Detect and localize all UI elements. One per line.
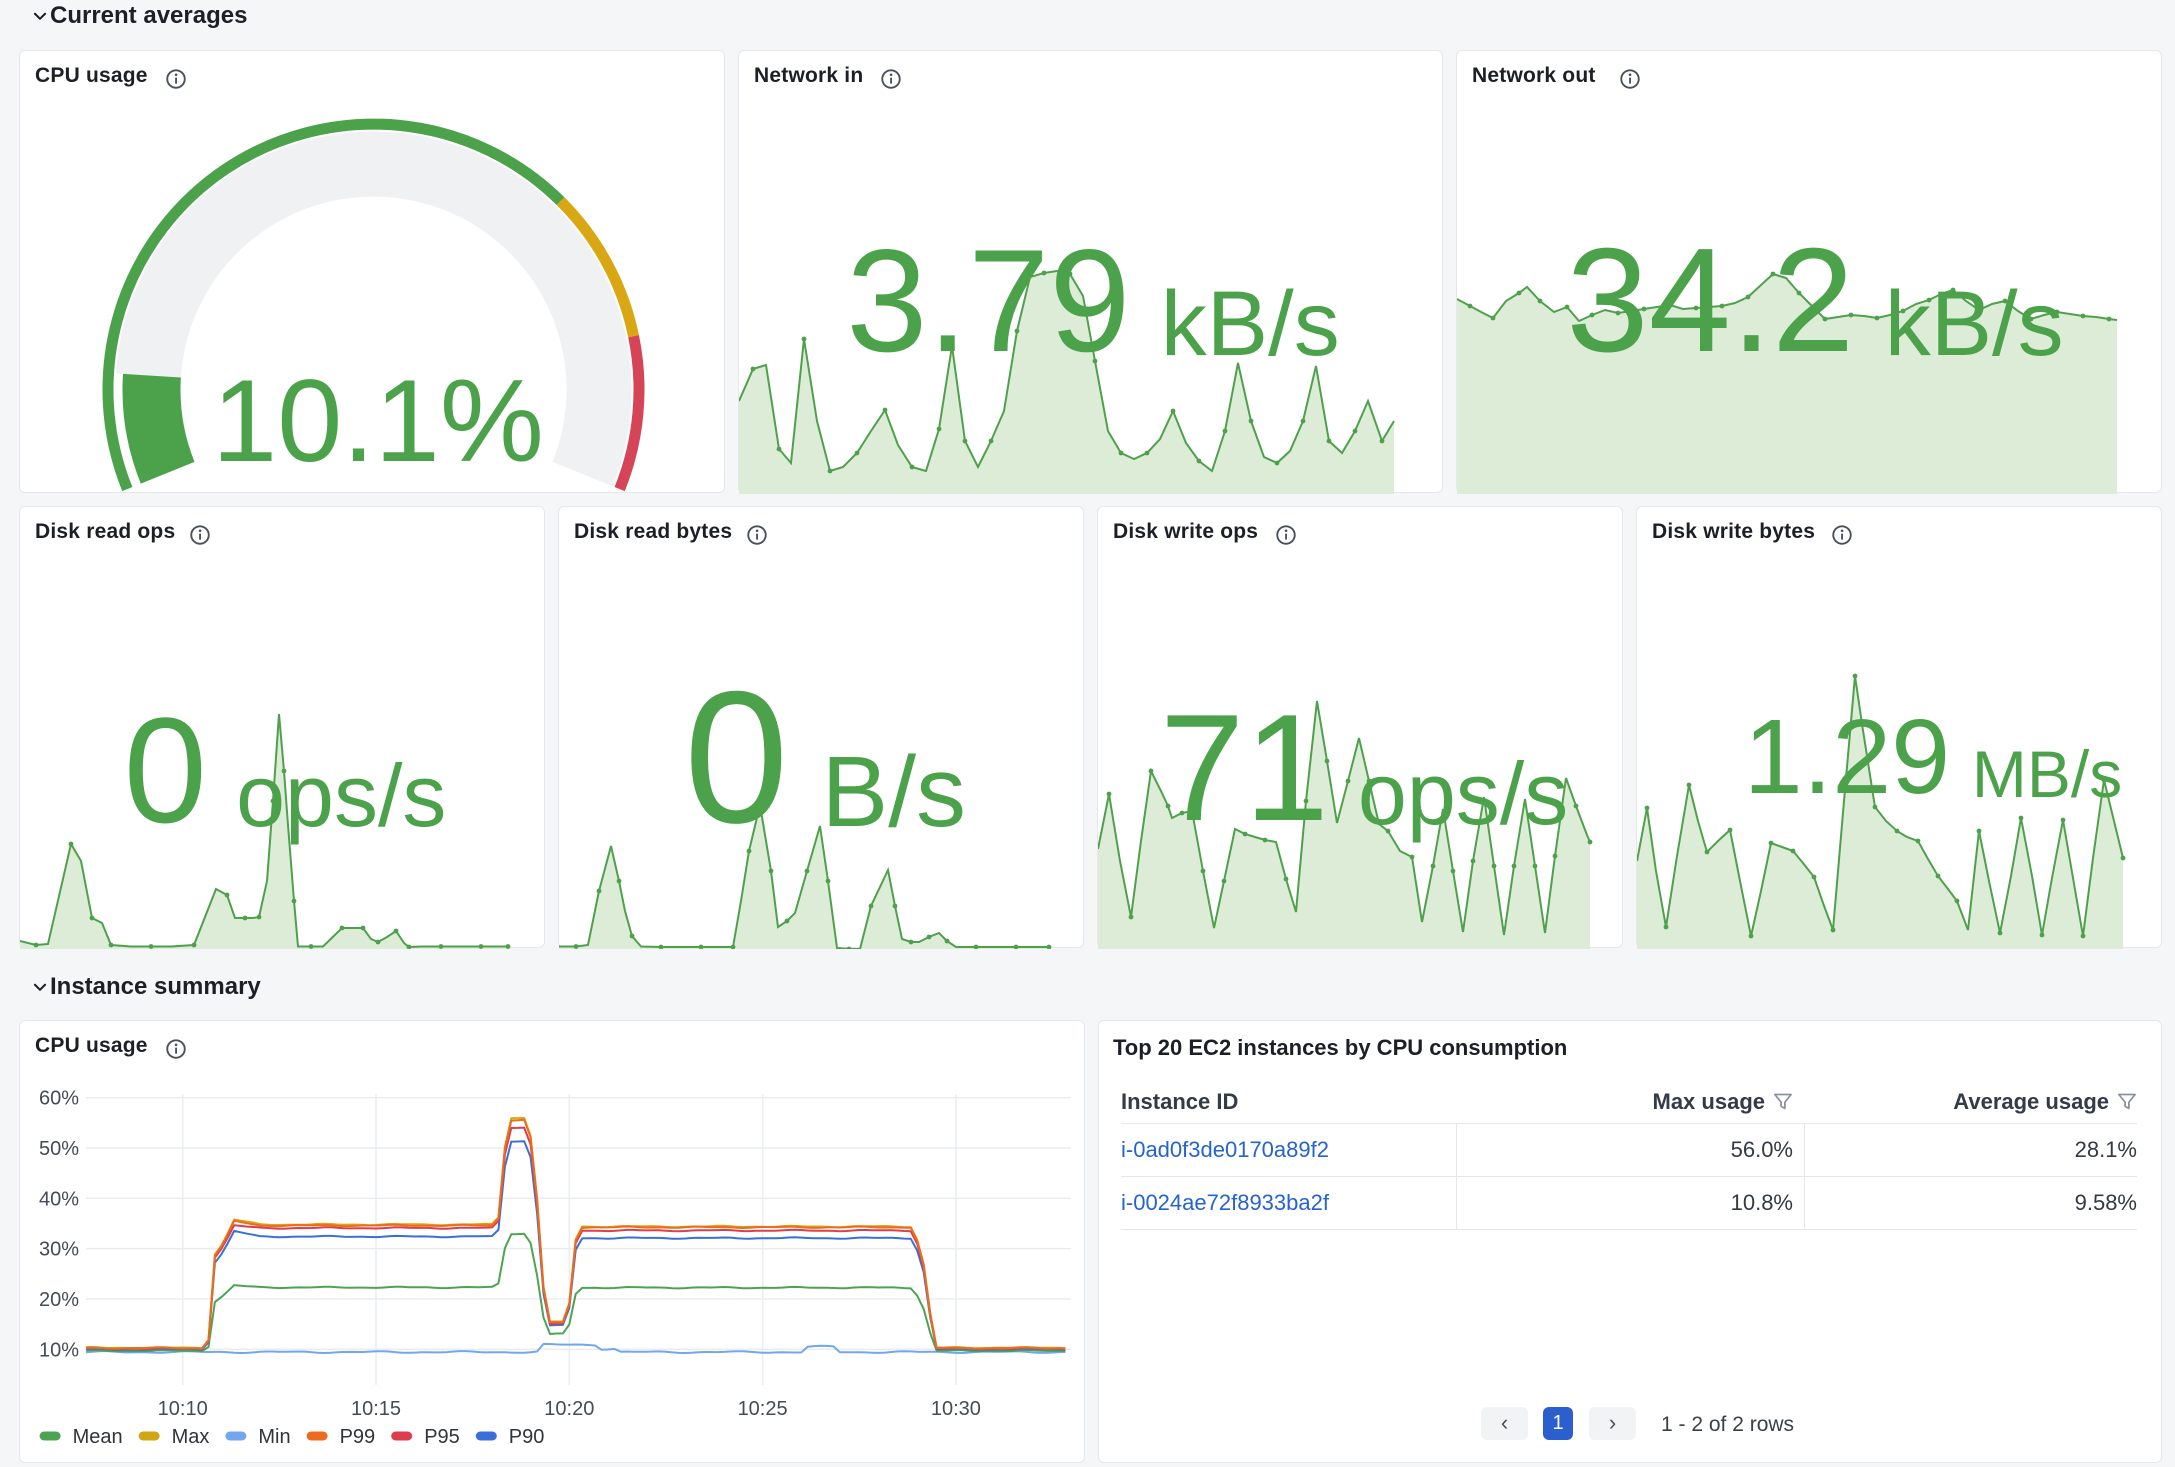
svg-text:P95: P95: [424, 1426, 460, 1448]
svg-text:20%: 20%: [39, 1289, 79, 1311]
svg-text:40%: 40%: [39, 1188, 79, 1210]
svg-text:10%: 10%: [39, 1339, 79, 1361]
svg-text:10:30: 10:30: [931, 1398, 981, 1420]
svg-text:60%: 60%: [39, 1088, 79, 1110]
svg-text:ops/s: ops/s: [1358, 744, 1568, 843]
svg-text:Mean: Mean: [73, 1426, 123, 1448]
svg-text:10:15: 10:15: [351, 1398, 401, 1420]
svg-text:30%: 30%: [39, 1239, 79, 1261]
svg-text:P90: P90: [509, 1426, 545, 1448]
svg-text:50%: 50%: [39, 1138, 79, 1160]
svg-text:10:20: 10:20: [544, 1398, 594, 1420]
svg-text:1.29: 1.29: [1744, 698, 1950, 816]
svg-text:B/s: B/s: [822, 736, 966, 848]
svg-text:34.2: 34.2: [1566, 218, 1854, 383]
svg-text:ops/s: ops/s: [236, 746, 446, 845]
svg-text:0: 0: [124, 686, 207, 854]
svg-text:Max: Max: [172, 1426, 210, 1448]
svg-text:kB/s: kB/s: [1885, 273, 2064, 375]
svg-text:P99: P99: [340, 1426, 376, 1448]
svg-text:10.1%: 10.1%: [212, 355, 544, 486]
svg-text:10:10: 10:10: [158, 1398, 208, 1420]
svg-text:0: 0: [684, 652, 789, 862]
svg-text:71: 71: [1160, 683, 1329, 853]
svg-text:MB/s: MB/s: [1972, 737, 2122, 811]
svg-text:kB/s: kB/s: [1161, 273, 1340, 375]
svg-text:Min: Min: [258, 1426, 290, 1448]
svg-text:10:25: 10:25: [738, 1398, 788, 1420]
svg-text:3.79: 3.79: [846, 219, 1130, 382]
